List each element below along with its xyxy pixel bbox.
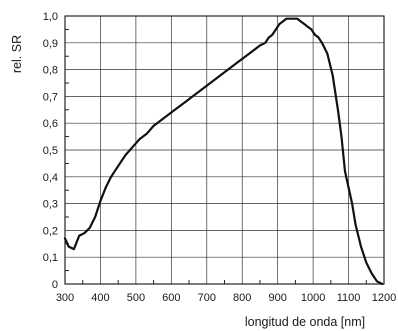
x-tick-label: 900 — [268, 292, 286, 304]
y-tick-label: 1,0 — [43, 11, 58, 23]
y-tick-label: 0,4 — [43, 172, 58, 184]
x-tick-label: 300 — [56, 292, 74, 304]
y-tick-label: 0,1 — [43, 252, 58, 264]
minor-ticks — [65, 28, 367, 284]
x-tick-label: 1000 — [301, 292, 325, 304]
x-tick-label: 700 — [198, 292, 216, 304]
y-tick-label: 0,6 — [43, 118, 58, 130]
y-tick-label: 0 — [52, 279, 58, 291]
series-group — [63, 17, 384, 286]
y-tick-label: 0,8 — [43, 65, 58, 77]
x-tick-labels: 300 400 500 600 700 800 900 1000 1100 1200 — [56, 292, 396, 304]
y-tick-label: 0,9 — [43, 38, 58, 50]
y-axis-label: rel. SR — [10, 35, 24, 73]
x-tick-label: 1100 — [337, 292, 361, 304]
x-tick-label: 400 — [91, 292, 109, 304]
y-tick-label: 0,5 — [43, 145, 58, 157]
y-tick-label: 0,3 — [43, 199, 58, 211]
x-tick-label: 800 — [233, 292, 251, 304]
x-tick-label: 1200 — [372, 292, 396, 304]
x-axis-label: longitud de onda [nm] — [245, 315, 365, 329]
y-tick-labels: 0 0,1 0,2 0,3 0,4 0,5 0,6 0,7 0,8 0,9 1,0 — [43, 11, 58, 291]
y-tick-label: 0,7 — [43, 91, 58, 103]
horizontal-grid-lines — [65, 42, 384, 258]
x-tick-label: 500 — [127, 292, 145, 304]
x-tick-label: 600 — [162, 292, 180, 304]
plot-area-frame — [64, 15, 385, 285]
y-tick-label: 0,2 — [43, 225, 58, 237]
series-line — [63, 17, 384, 286]
